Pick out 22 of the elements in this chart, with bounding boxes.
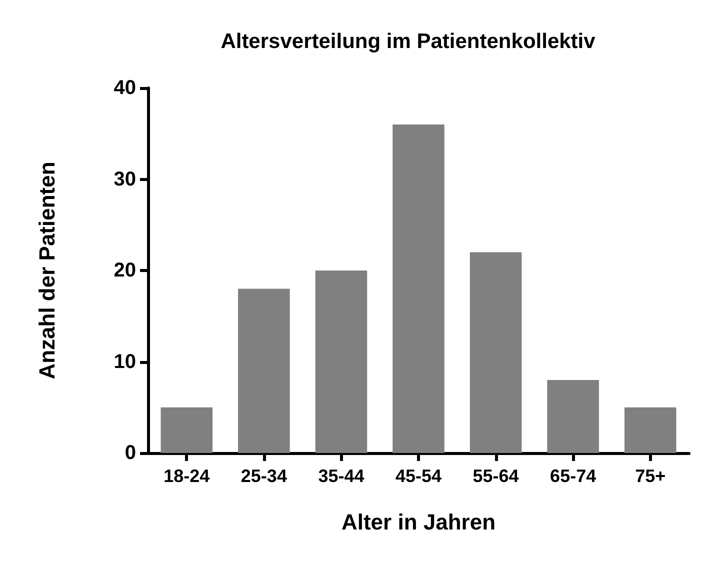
y-tick-label: 0 xyxy=(124,442,136,464)
bar xyxy=(160,407,213,453)
x-tick-label: 25-34 xyxy=(240,466,287,486)
x-tick-label: 55-64 xyxy=(472,466,519,486)
y-tick-label: 30 xyxy=(114,168,136,190)
x-tick-label: 18-24 xyxy=(164,466,210,486)
x-tick-label: 75+ xyxy=(635,466,666,486)
y-axis-title: Anzahl der Patienten xyxy=(34,162,60,380)
chart-title: Altersverteilung im Patientenkollektiv xyxy=(220,30,596,53)
y-tick-label: 10 xyxy=(114,350,136,373)
x-tick-label: 45-54 xyxy=(395,466,442,486)
bar xyxy=(470,252,522,453)
bar xyxy=(547,380,599,453)
y-tick-label: 40 xyxy=(114,77,136,99)
bar xyxy=(238,288,290,453)
x-axis-title: Alter in Jahren xyxy=(341,510,496,534)
x-tick-label: 35-44 xyxy=(318,466,364,486)
bar xyxy=(624,407,676,453)
bar xyxy=(315,270,368,453)
bar xyxy=(392,124,444,453)
x-tick-label: 65-74 xyxy=(550,466,596,486)
y-tick-label: 20 xyxy=(114,260,136,282)
